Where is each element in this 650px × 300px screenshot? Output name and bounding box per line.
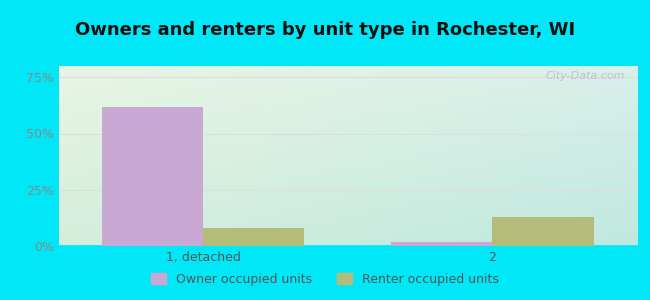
- Text: City-Data.com: City-Data.com: [546, 71, 625, 81]
- Bar: [493, 217, 593, 246]
- Text: Owners and renters by unit type in Rochester, WI: Owners and renters by unit type in Roche…: [75, 21, 575, 39]
- Bar: [102, 106, 203, 246]
- Legend: Owner occupied units, Renter occupied units: Owner occupied units, Renter occupied un…: [146, 268, 504, 291]
- Bar: [203, 228, 304, 246]
- Bar: [391, 242, 493, 246]
